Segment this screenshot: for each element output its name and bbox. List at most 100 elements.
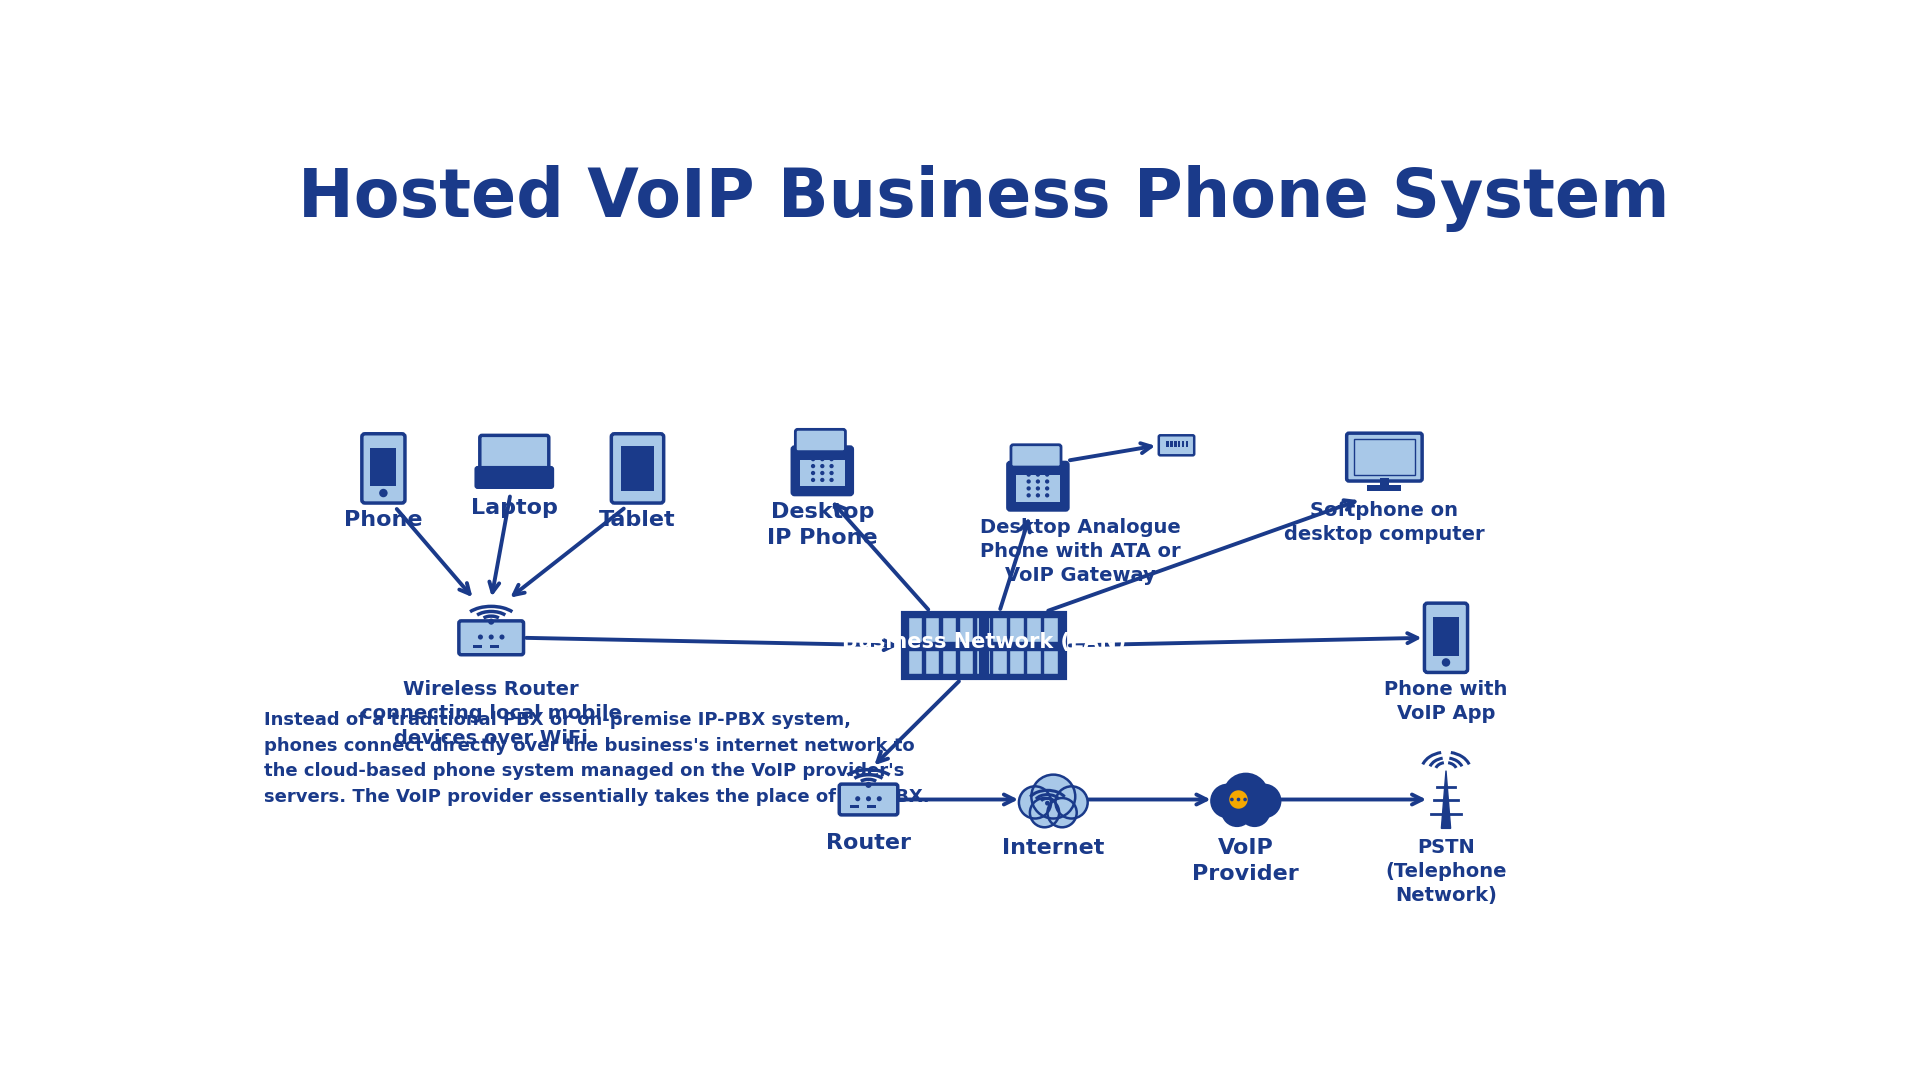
Bar <box>925 618 939 643</box>
FancyBboxPatch shape <box>611 434 664 503</box>
Bar <box>488 441 541 463</box>
Bar <box>1010 650 1023 674</box>
Circle shape <box>1029 798 1060 827</box>
Circle shape <box>810 457 816 461</box>
Bar <box>979 612 989 678</box>
Bar <box>1354 440 1415 475</box>
Bar <box>490 645 499 648</box>
Bar <box>868 805 876 808</box>
Circle shape <box>1027 486 1031 490</box>
Bar <box>1016 475 1060 501</box>
Bar <box>958 650 973 674</box>
Circle shape <box>1442 658 1450 666</box>
Bar <box>1171 442 1173 447</box>
Circle shape <box>877 796 881 801</box>
FancyBboxPatch shape <box>1160 435 1194 456</box>
Circle shape <box>829 477 833 482</box>
Bar <box>472 645 482 648</box>
Text: Wireless Router
connecting local mobile
devices over WiFi: Wireless Router connecting local mobile … <box>361 680 622 747</box>
Bar <box>1010 618 1023 643</box>
Circle shape <box>499 634 505 639</box>
Bar <box>975 650 991 674</box>
Circle shape <box>490 634 493 639</box>
Bar <box>1380 477 1388 488</box>
Bar <box>1367 485 1402 490</box>
Circle shape <box>1056 786 1089 819</box>
Text: Tablet: Tablet <box>599 510 676 530</box>
Bar <box>620 446 655 490</box>
Text: Phone: Phone <box>344 510 422 530</box>
Bar <box>993 650 1008 674</box>
Text: Hosted VoIP Business Phone System: Hosted VoIP Business Phone System <box>298 165 1670 232</box>
Circle shape <box>820 464 824 469</box>
Bar <box>851 805 860 808</box>
FancyBboxPatch shape <box>1346 433 1423 481</box>
FancyBboxPatch shape <box>361 434 405 503</box>
Bar <box>1027 650 1041 674</box>
Circle shape <box>1244 798 1246 801</box>
Text: Laptop: Laptop <box>470 498 557 517</box>
Circle shape <box>1031 774 1075 819</box>
FancyBboxPatch shape <box>476 468 553 487</box>
FancyBboxPatch shape <box>459 621 524 654</box>
FancyBboxPatch shape <box>1425 603 1467 673</box>
Circle shape <box>478 634 484 639</box>
Circle shape <box>820 457 824 461</box>
Bar <box>941 650 956 674</box>
Bar <box>1175 442 1177 447</box>
Text: Phone with
VoIP App: Phone with VoIP App <box>1384 680 1507 724</box>
Circle shape <box>488 619 493 624</box>
Bar <box>993 618 1008 643</box>
Bar <box>1432 617 1459 656</box>
Circle shape <box>1035 486 1041 490</box>
Circle shape <box>1044 480 1050 484</box>
Bar <box>1043 618 1058 643</box>
Bar <box>1183 442 1185 447</box>
FancyBboxPatch shape <box>480 435 549 469</box>
Circle shape <box>1048 798 1077 827</box>
Bar <box>1167 442 1169 447</box>
FancyBboxPatch shape <box>793 447 852 495</box>
Text: Desktop Analogue
Phone with ATA or
VoIP Gateway: Desktop Analogue Phone with ATA or VoIP … <box>979 517 1181 585</box>
FancyBboxPatch shape <box>839 784 899 815</box>
Bar <box>1179 442 1181 447</box>
Circle shape <box>1035 494 1041 498</box>
Bar <box>975 618 991 643</box>
Circle shape <box>1248 785 1281 818</box>
Circle shape <box>810 477 816 482</box>
Circle shape <box>1035 472 1041 476</box>
Text: Instead of a traditional PBX or on-premise IP-PBX system,
phones connect directl: Instead of a traditional PBX or on-premi… <box>265 711 929 806</box>
Circle shape <box>1044 494 1050 498</box>
Circle shape <box>866 782 872 788</box>
Circle shape <box>829 457 833 461</box>
Text: Internet: Internet <box>1002 838 1104 858</box>
Circle shape <box>829 464 833 469</box>
Bar <box>1027 618 1041 643</box>
Polygon shape <box>1442 771 1452 828</box>
Bar <box>908 618 922 643</box>
Text: Router: Router <box>826 834 910 853</box>
Circle shape <box>1027 494 1031 498</box>
Circle shape <box>1044 472 1050 476</box>
Circle shape <box>1229 788 1250 810</box>
Circle shape <box>1044 800 1050 806</box>
Text: Desktop
IP Phone: Desktop IP Phone <box>766 502 877 548</box>
Circle shape <box>820 471 824 475</box>
Circle shape <box>854 796 860 801</box>
Circle shape <box>1044 486 1050 490</box>
Bar <box>1043 650 1058 674</box>
Bar <box>908 650 922 674</box>
Circle shape <box>378 489 388 497</box>
FancyBboxPatch shape <box>795 430 845 451</box>
Circle shape <box>829 471 833 475</box>
Bar <box>958 618 973 643</box>
Circle shape <box>1027 480 1031 484</box>
Text: VoIP
Provider: VoIP Provider <box>1192 838 1300 883</box>
FancyBboxPatch shape <box>1012 445 1062 467</box>
Circle shape <box>1212 785 1244 818</box>
Circle shape <box>810 464 816 469</box>
Circle shape <box>1236 798 1240 801</box>
Text: PSTN
(Telephone
Network): PSTN (Telephone Network) <box>1384 838 1507 905</box>
Circle shape <box>810 471 816 475</box>
Circle shape <box>1231 798 1235 801</box>
